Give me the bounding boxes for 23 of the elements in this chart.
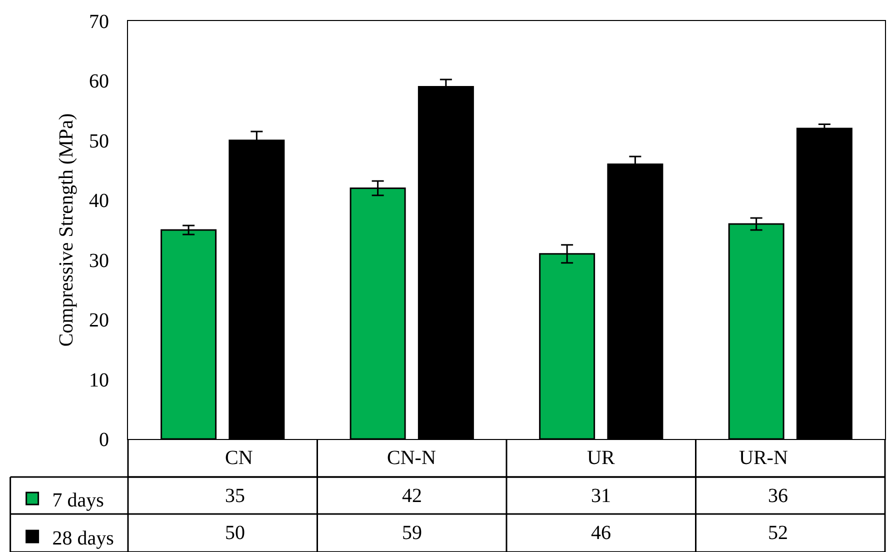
y-tick-label: 0 — [99, 429, 109, 451]
legend-label: 7 days — [52, 489, 104, 512]
x-tick-label: CN-N — [387, 447, 436, 469]
data-label: 59 — [402, 522, 422, 544]
y-tick-label: 20 — [89, 310, 109, 332]
y-axis-title: Compressive Strength (MPa) — [56, 113, 78, 347]
x-tick-label: UR — [587, 447, 616, 469]
x-tick-label: UR-N — [739, 447, 788, 469]
y-tick-label: 10 — [89, 369, 109, 392]
y-tick-label: 50 — [89, 130, 109, 152]
data-label: 50 — [225, 522, 245, 544]
x-tick-label: CN — [225, 447, 253, 469]
y-tick-label: 40 — [89, 190, 109, 212]
data-label: 46 — [591, 522, 611, 544]
legend-label: 28 days — [52, 527, 114, 550]
data-label: 35 — [225, 485, 245, 507]
y-tick-label: 70 — [89, 11, 109, 33]
data-label: 42 — [402, 485, 422, 507]
data-label: 31 — [591, 485, 611, 507]
y-tick-label: 60 — [89, 70, 109, 93]
data-label: 52 — [768, 522, 788, 544]
y-tick-label: 30 — [89, 250, 109, 272]
data-label: 36 — [768, 485, 788, 507]
